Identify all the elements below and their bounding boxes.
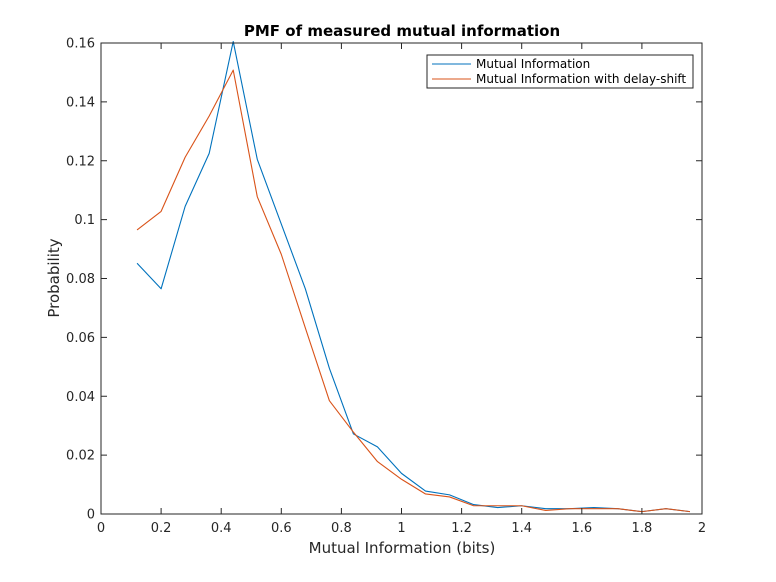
y-tick-label-2: 0.04 bbox=[66, 390, 95, 405]
series-0-point-12 bbox=[425, 490, 427, 492]
y-tick-label-3: 0.06 bbox=[66, 331, 95, 346]
legend-label-mutual-information: Mutual Information bbox=[476, 57, 590, 71]
series-0-point-6 bbox=[281, 223, 283, 225]
series-1-point-22 bbox=[665, 508, 667, 510]
series-1-point-16 bbox=[521, 505, 523, 507]
series-0-point-2 bbox=[184, 206, 186, 208]
x-tick-label-6: 1.2 bbox=[451, 521, 472, 536]
series-0-point-13 bbox=[449, 494, 451, 496]
series-1-point-11 bbox=[401, 478, 403, 480]
x-tick-label-9: 1.8 bbox=[632, 521, 653, 536]
series-1-point-15 bbox=[497, 505, 499, 507]
legend-label-mutual-information-delay-shift: Mutual Information with delay-shift bbox=[476, 72, 686, 86]
series-0-point-1 bbox=[160, 288, 162, 290]
series-layer bbox=[136, 40, 691, 513]
series-1-point-23 bbox=[689, 511, 691, 513]
y-tick-label-8: 0.16 bbox=[66, 37, 95, 52]
y-tick-label-1: 0.02 bbox=[66, 449, 95, 464]
x-tick-label-7: 1.4 bbox=[511, 521, 532, 536]
x-tick-label-8: 1.6 bbox=[571, 521, 592, 536]
series-1-point-1 bbox=[160, 211, 162, 213]
y-tick-label-7: 0.14 bbox=[66, 95, 95, 110]
plot-area-background bbox=[101, 43, 702, 514]
series-1-point-5 bbox=[256, 196, 258, 198]
series-1-point-18 bbox=[569, 508, 571, 510]
x-axis-label: Mutual Information (bits) bbox=[309, 539, 496, 557]
series-1-point-4 bbox=[232, 69, 234, 71]
series-1-point-19 bbox=[593, 508, 595, 510]
series-0-point-8 bbox=[329, 367, 331, 369]
series-1-point-2 bbox=[184, 156, 186, 158]
series-1-point-17 bbox=[545, 510, 547, 512]
y-tick-label-0: 0 bbox=[87, 508, 95, 523]
axes-layer: 0 0.2 0.4 0.6 0.8 1 1.2 1.4 1.6 1.8 2 0 0.02 0.04 0.06… bbox=[66, 37, 706, 537]
series-line-1 bbox=[136, 69, 691, 513]
series-0-point-0 bbox=[136, 262, 138, 264]
series-0-point-15 bbox=[497, 507, 499, 509]
y-tick-label-6: 0.12 bbox=[66, 154, 95, 169]
series-1-point-8 bbox=[329, 400, 331, 402]
y-tick-label-5: 0.1 bbox=[74, 213, 95, 228]
y-tick-label-4: 0.08 bbox=[66, 272, 95, 287]
series-0-point-7 bbox=[305, 288, 307, 290]
series-0-point-4 bbox=[232, 41, 234, 43]
series-0-point-11 bbox=[401, 473, 403, 475]
x-tick-label-0: 0 bbox=[97, 521, 105, 536]
series-1-point-9 bbox=[353, 431, 355, 433]
series-0-point-3 bbox=[208, 153, 210, 155]
x-tick-label-2: 0.4 bbox=[211, 521, 232, 536]
series-1-point-13 bbox=[449, 496, 451, 498]
x-tick-label-10: 2 bbox=[698, 521, 706, 536]
series-1-point-20 bbox=[617, 508, 619, 510]
x-tick-label-4: 0.8 bbox=[331, 521, 352, 536]
chart-title: PMF of measured mutual information bbox=[244, 22, 560, 40]
series-0-point-5 bbox=[256, 158, 258, 160]
series-0-point-17 bbox=[545, 508, 547, 510]
series-1-point-6 bbox=[281, 254, 283, 256]
x-tick-label-5: 1 bbox=[397, 521, 405, 536]
series-1-point-0 bbox=[136, 229, 138, 231]
legend-box bbox=[426, 54, 694, 89]
series-1-point-12 bbox=[425, 493, 427, 495]
series-1-point-3 bbox=[208, 115, 210, 117]
x-tick-label-3: 0.6 bbox=[271, 521, 292, 536]
y-axis-label: Probability bbox=[45, 238, 63, 317]
series-0-point-10 bbox=[377, 446, 379, 448]
x-tick-label-1: 0.2 bbox=[151, 521, 172, 536]
series-1-point-10 bbox=[377, 461, 379, 463]
series-line-0 bbox=[136, 40, 691, 513]
legend: Mutual Information Mutual Information wi… bbox=[426, 54, 694, 89]
series-1-point-7 bbox=[305, 327, 307, 329]
series-1-point-14 bbox=[473, 505, 475, 507]
